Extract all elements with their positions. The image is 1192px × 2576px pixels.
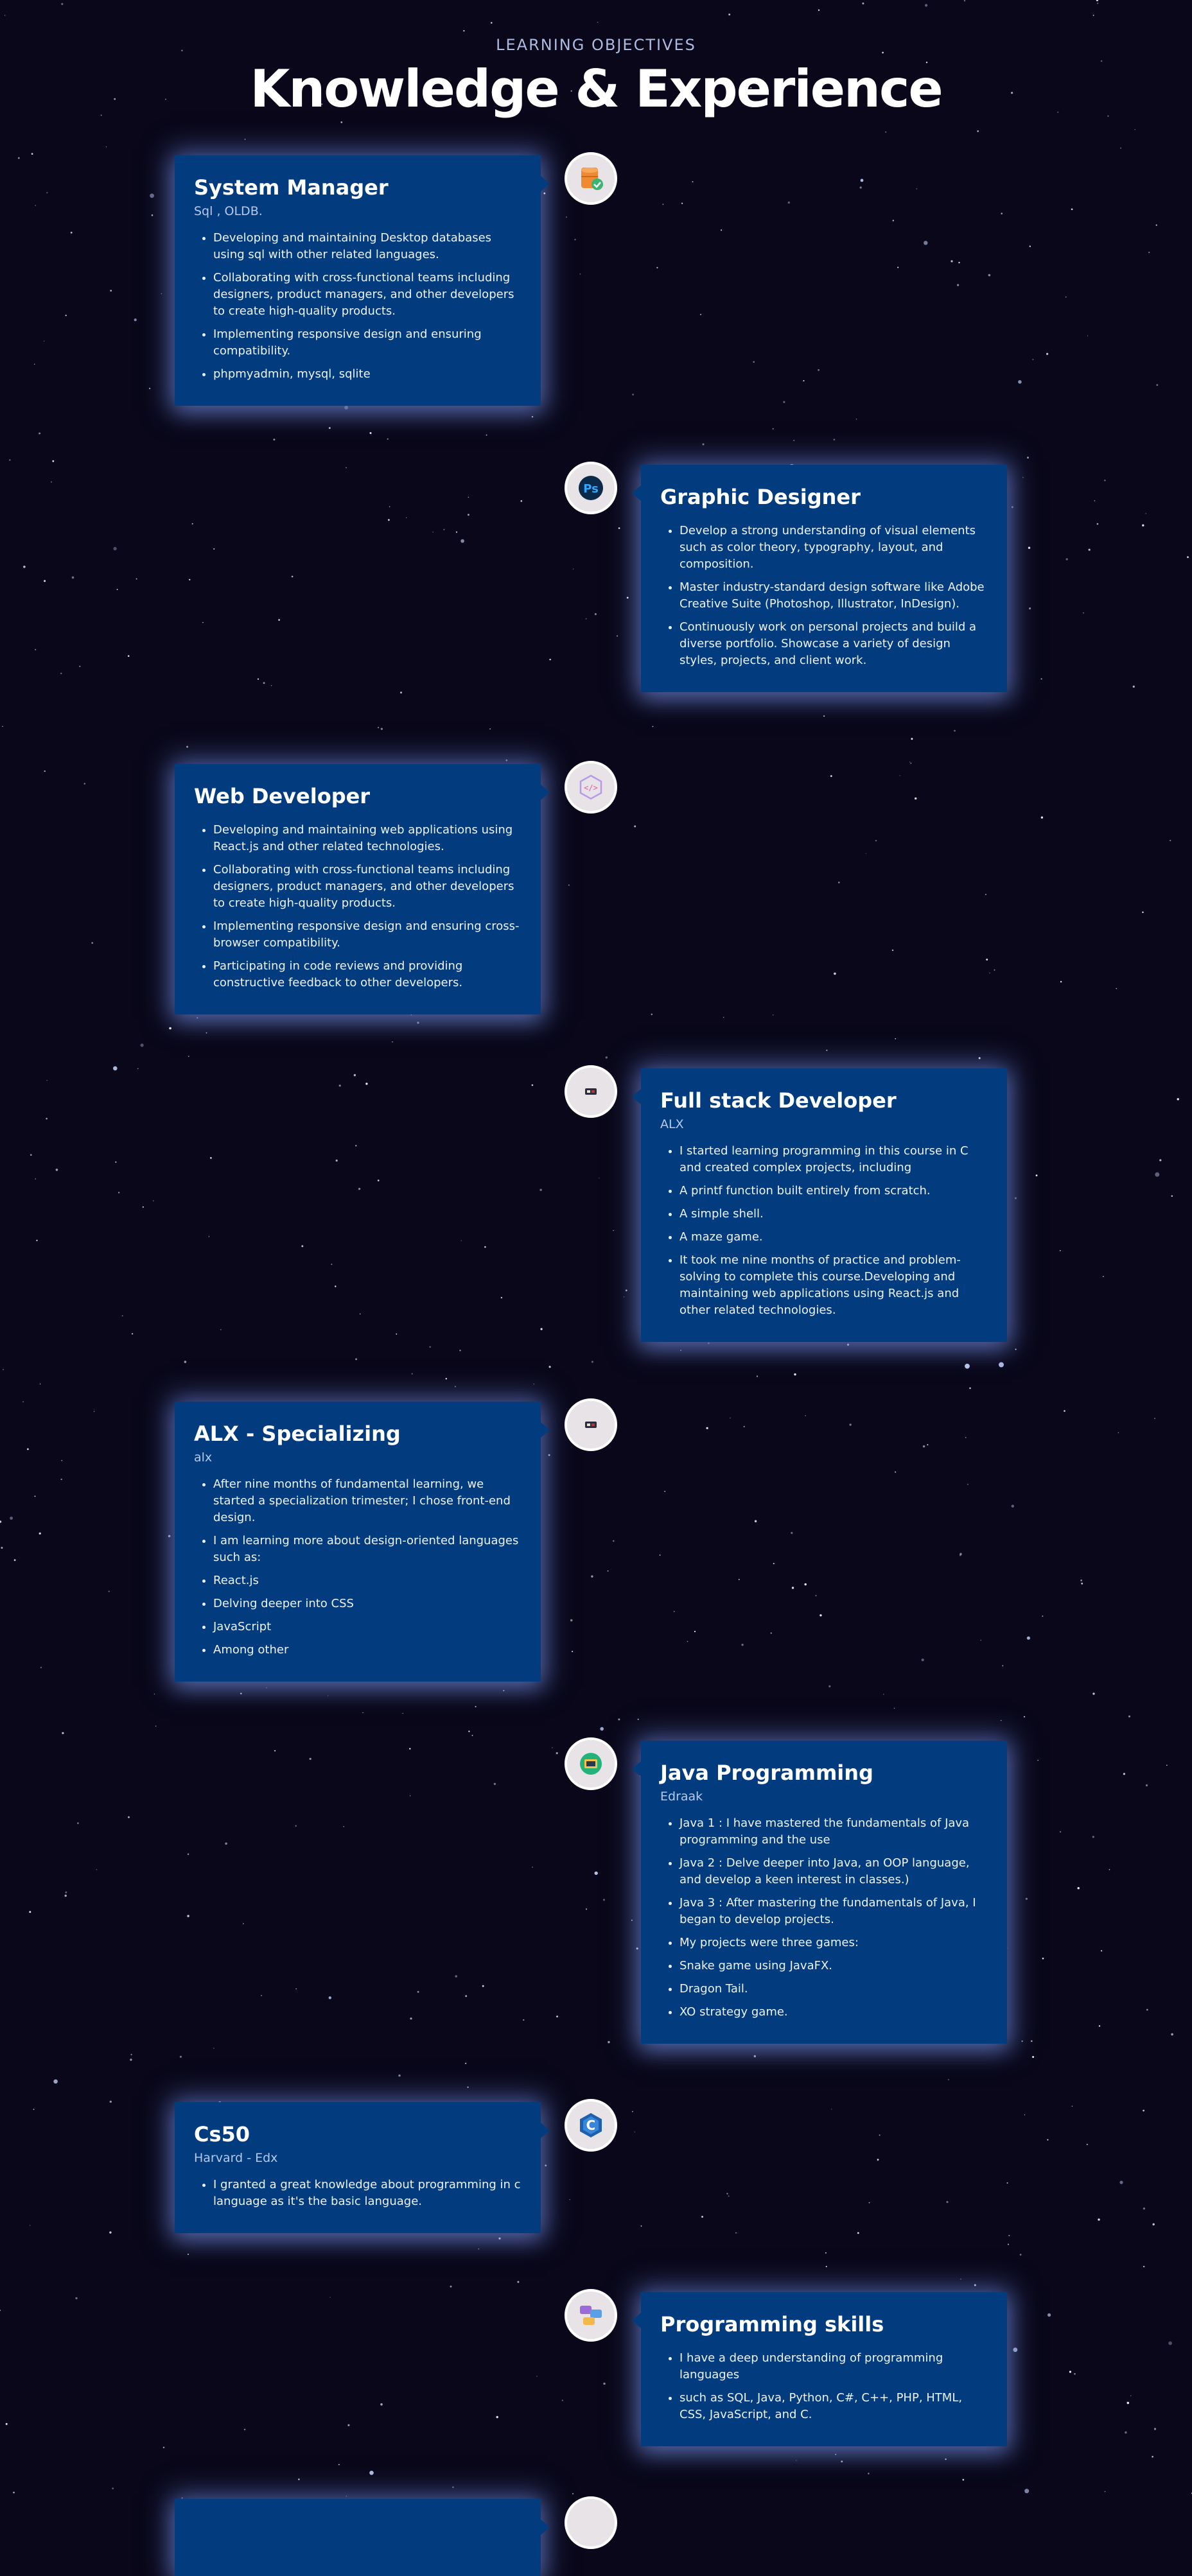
timeline-card-full-stack-developer: Full stack Developer ALX I started learn… <box>632 1068 1007 1342</box>
timeline-card-programming-skills: Programming skills I have a deep underst… <box>632 2292 1007 2446</box>
list-item: It took me nine months of practice and p… <box>679 1252 988 1319</box>
alx-logo-icon <box>565 1398 617 1451</box>
svg-text:Ps: Ps <box>583 482 599 496</box>
list-item: Developing and maintaining Desktop datab… <box>213 230 522 263</box>
timeline-card-system-manager: System Manager Sql , OLDB. Developing an… <box>175 155 550 406</box>
list-item: Collaborating with cross-functional team… <box>213 270 522 320</box>
timeline-card-cs50: Cs50 Harvard - Edx I granted a great kno… <box>175 2102 550 2233</box>
list-item: Delving deeper into CSS <box>213 1596 522 1612</box>
timeline-card-alx-specializing: ALX - Specializing alx After nine months… <box>175 1402 550 1682</box>
list-item: I have a deep understanding of programmi… <box>679 2350 988 2383</box>
alx-logo-icon <box>565 1065 617 1118</box>
list-item: Implementing responsive design and ensur… <box>213 326 522 360</box>
list-item: Among other <box>213 1642 522 1658</box>
code-icon: </> <box>565 761 617 814</box>
timeline-card-next <box>175 2499 550 2576</box>
card-bullet-list: I granted a great knowledge about progra… <box>194 2177 522 2210</box>
list-item: Snake game using JavaFX. <box>679 1958 988 1974</box>
edraak-icon <box>565 1737 617 1790</box>
list-item: Java 3 : After mastering the fundamental… <box>679 1895 988 1928</box>
section-subtitle: LEARNING OBJECTIVES <box>496 36 696 54</box>
list-item: A simple shell. <box>679 1206 988 1223</box>
card-title: Full stack Developer <box>660 1088 897 1113</box>
card-bullet-list: After nine months of fundamental learnin… <box>194 1476 522 1658</box>
list-item: I am learning more about design-oriented… <box>213 1533 522 1566</box>
timeline-card-java-programming: Java Programming Edraak Java 1 : I have … <box>632 1741 1007 2044</box>
svg-text:C: C <box>586 2118 596 2133</box>
list-item: I granted a great knowledge about progra… <box>213 2177 522 2210</box>
card-organization: ALX <box>660 1117 684 1131</box>
section-title: Knowledge & Experience <box>250 59 943 119</box>
list-item: A printf function built entirely from sc… <box>679 1183 988 1199</box>
list-item: After nine months of fundamental learnin… <box>213 1476 522 1526</box>
card-title: ALX - Specializing <box>194 1422 401 1446</box>
list-item: Implementing responsive design and ensur… <box>213 918 522 952</box>
card-organization: alx <box>194 1450 213 1465</box>
card-organization: Sql , OLDB. <box>194 204 263 218</box>
list-item: Develop a strong understanding of visual… <box>679 523 988 573</box>
timeline-card-web-developer: Web Developer Developing and maintaining… <box>175 764 550 1014</box>
card-organization: Harvard - Edx <box>194 2150 278 2165</box>
database-icon <box>565 152 617 205</box>
card-bullet-list: Developing and maintaining web applicati… <box>194 822 522 991</box>
card-organization: Edraak <box>660 1789 703 1804</box>
card-bullet-list: Java 1 : I have mastered the fundamental… <box>660 1815 988 2021</box>
card-title: System Manager <box>194 175 389 200</box>
svg-text:</>: </> <box>584 783 598 792</box>
chat-bubbles-icon <box>565 2289 617 2342</box>
photoshop-icon: Ps <box>565 462 617 514</box>
list-item: Developing and maintaining web applicati… <box>213 822 522 855</box>
list-item: Collaborating with cross-functional team… <box>213 862 522 912</box>
list-item: Continuously work on personal projects a… <box>679 619 988 669</box>
card-bullet-list: I started learning programming in this c… <box>660 1143 988 1319</box>
list-item: such as SQL, Java, Python, C#, C++, PHP,… <box>679 2390 988 2423</box>
card-title: Web Developer <box>194 784 371 808</box>
list-item: I started learning programming in this c… <box>679 1143 988 1176</box>
timeline-card-graphic-designer: Graphic Designer Develop a strong unders… <box>632 465 1007 692</box>
card-title: Java Programming <box>660 1761 873 1785</box>
list-item: phpmyadmin, mysql, sqlite <box>213 366 522 383</box>
list-item: Java 1 : I have mastered the fundamental… <box>679 1815 988 1849</box>
card-bullet-list: Develop a strong understanding of visual… <box>660 523 988 669</box>
list-item: React.js <box>213 1572 522 1589</box>
list-item: My projects were three games: <box>679 1935 988 1951</box>
list-item: XO strategy game. <box>679 2004 988 2021</box>
card-bullet-list: Developing and maintaining Desktop datab… <box>194 230 522 383</box>
list-item: JavaScript <box>213 1619 522 1635</box>
list-item: A maze game. <box>679 1229 988 1246</box>
card-title: Cs50 <box>194 2122 250 2146</box>
list-item: Java 2 : Delve deeper into Java, an OOP … <box>679 1855 988 1888</box>
card-title: Graphic Designer <box>660 485 861 509</box>
list-item: Master industry-standard design software… <box>679 579 988 613</box>
card-title: Programming skills <box>660 2312 884 2337</box>
timeline-icon <box>565 2496 617 2549</box>
c-language-icon: C <box>565 2099 617 2152</box>
list-item: Participating in code reviews and provid… <box>213 958 522 991</box>
card-bullet-list: I have a deep understanding of programmi… <box>660 2350 988 2423</box>
list-item: Dragon Tail. <box>679 1981 988 1997</box>
